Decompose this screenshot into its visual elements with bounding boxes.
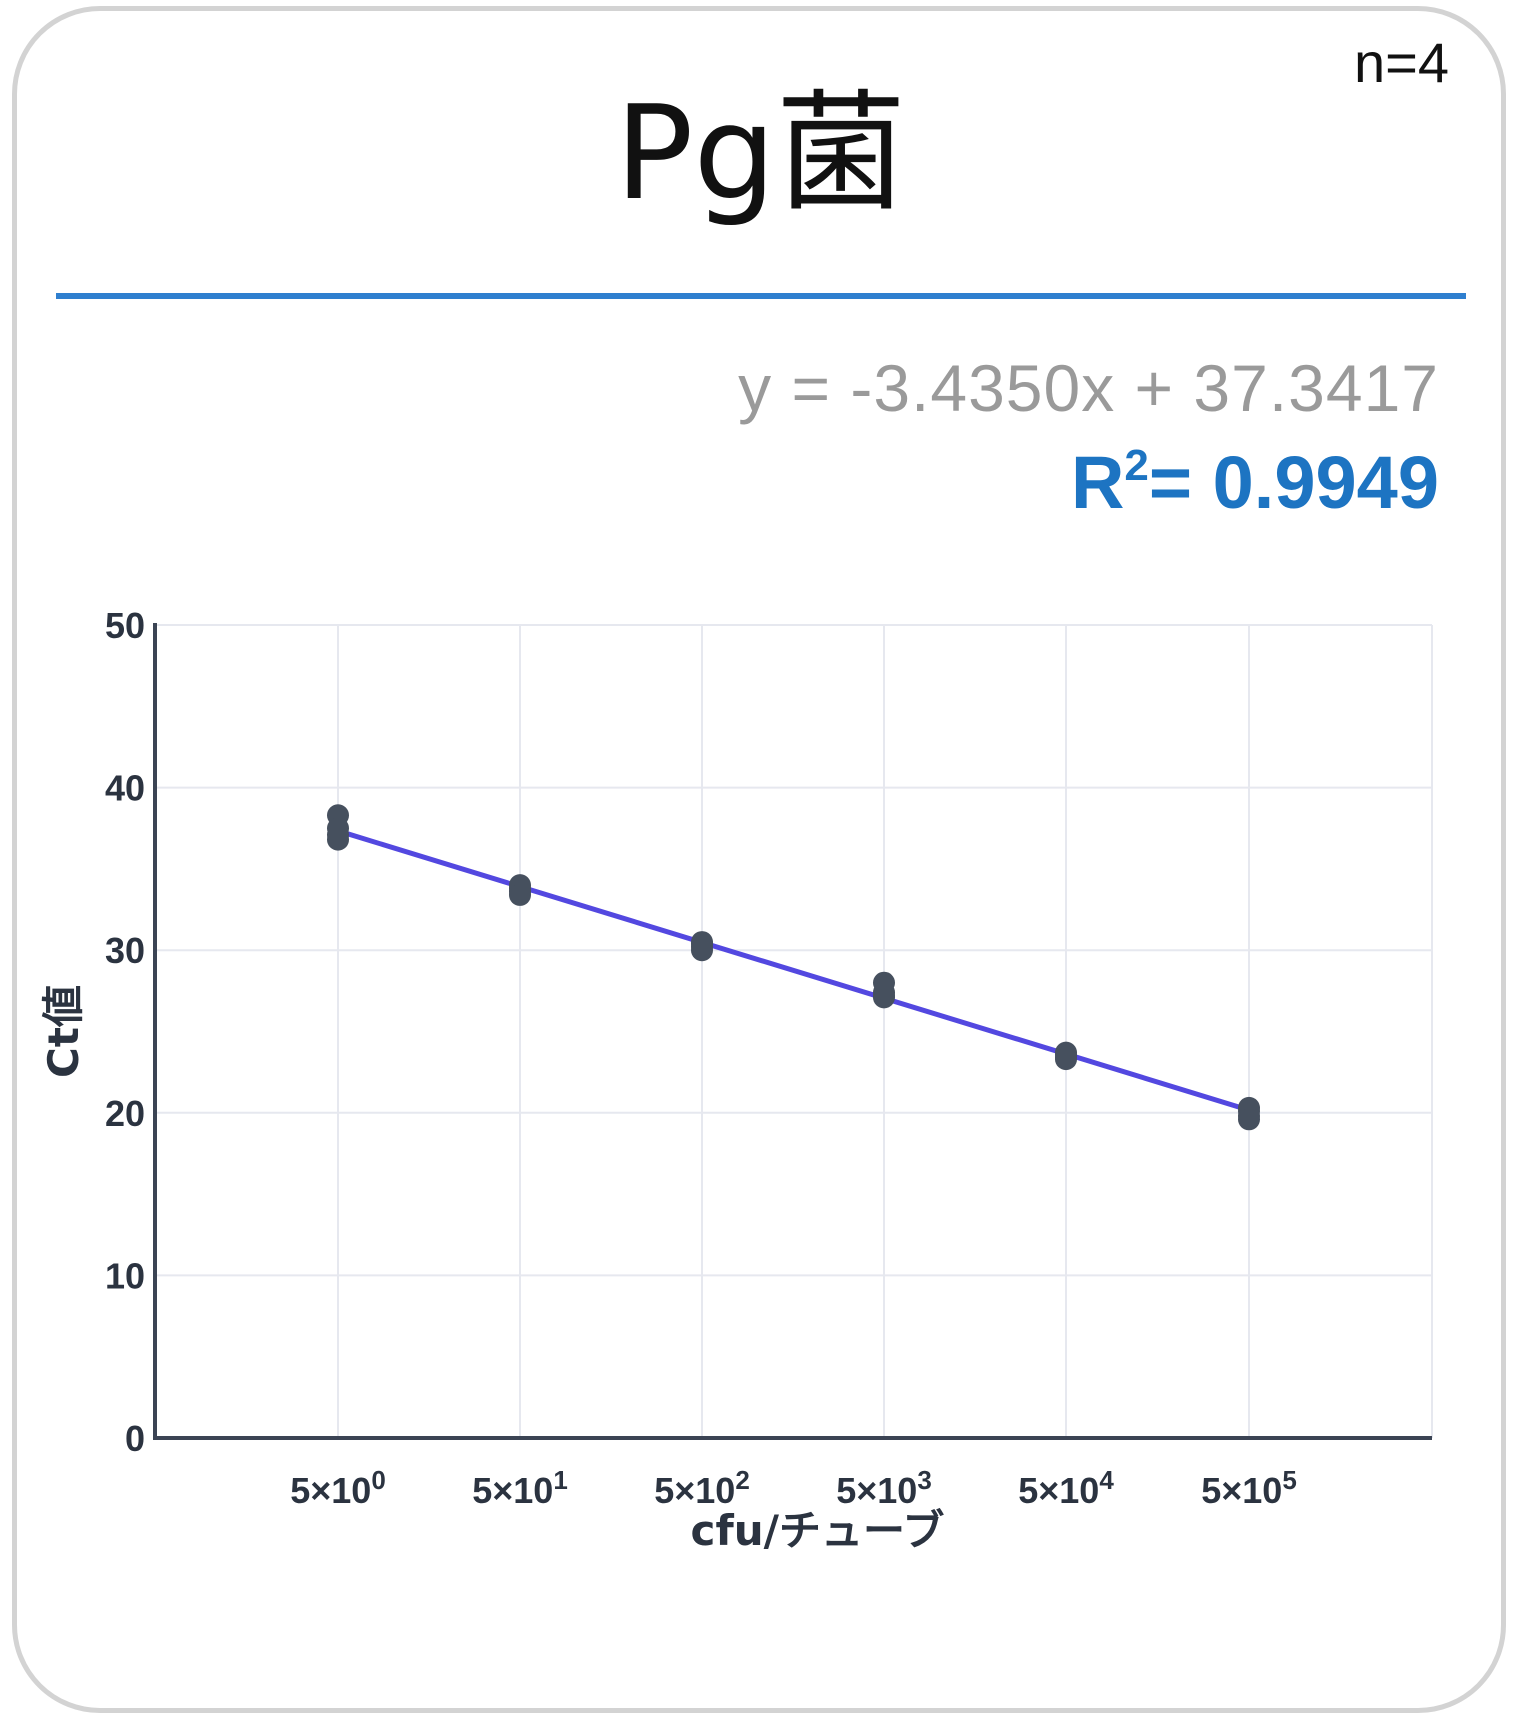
- r-squared-value: R2= 0.9949: [1071, 440, 1439, 525]
- fit-line-layer: [335, 828, 1252, 1113]
- r2-prefix: R: [1070, 441, 1125, 524]
- r2-superscript: 2: [1124, 441, 1149, 490]
- x-axis-title: cfu/チューブ: [691, 1506, 945, 1555]
- x-tick-label: 5×104: [1018, 1465, 1114, 1511]
- chart-card: [12, 6, 1506, 1713]
- title-divider: [56, 293, 1466, 299]
- y-tick-label: 40: [105, 768, 145, 809]
- data-point: [1055, 1048, 1077, 1071]
- data-point: [327, 828, 349, 851]
- x-tick-label: 5×105: [1201, 1465, 1297, 1511]
- axis-layer: [153, 623, 1432, 1440]
- fit-line: [335, 828, 1252, 1113]
- regression-equation: y = -3.4350x + 37.3417: [738, 351, 1439, 425]
- x-tick-label: 5×102: [654, 1465, 750, 1511]
- y-tick-label: 50: [105, 605, 145, 646]
- x-tick-label: 5×100: [290, 1465, 386, 1511]
- r2-number: = 0.9949: [1148, 441, 1439, 524]
- chart-title: Pg菌: [615, 77, 906, 229]
- label-layer: 0 10 20 30 40 50 5×100 5×101 5×102 5×103 5×104 5×10…: [39, 605, 1297, 1555]
- x-tick-label: 5×101: [472, 1465, 568, 1511]
- y-axis-title: Ct値: [39, 985, 88, 1078]
- y-tick-label: 30: [105, 930, 145, 971]
- data-point: [873, 986, 895, 1009]
- data-point: [1238, 1108, 1260, 1131]
- sample-size-label: n=4: [1354, 31, 1449, 94]
- y-tick-label: 0: [125, 1418, 145, 1459]
- data-point: [691, 939, 713, 962]
- x-tick-label: 5×103: [836, 1465, 932, 1511]
- data-point: [509, 883, 531, 906]
- y-tick-label: 20: [105, 1093, 145, 1134]
- grid-layer: [155, 624, 1433, 1438]
- point-layer: [327, 804, 1260, 1131]
- y-tick-label: 10: [105, 1255, 145, 1296]
